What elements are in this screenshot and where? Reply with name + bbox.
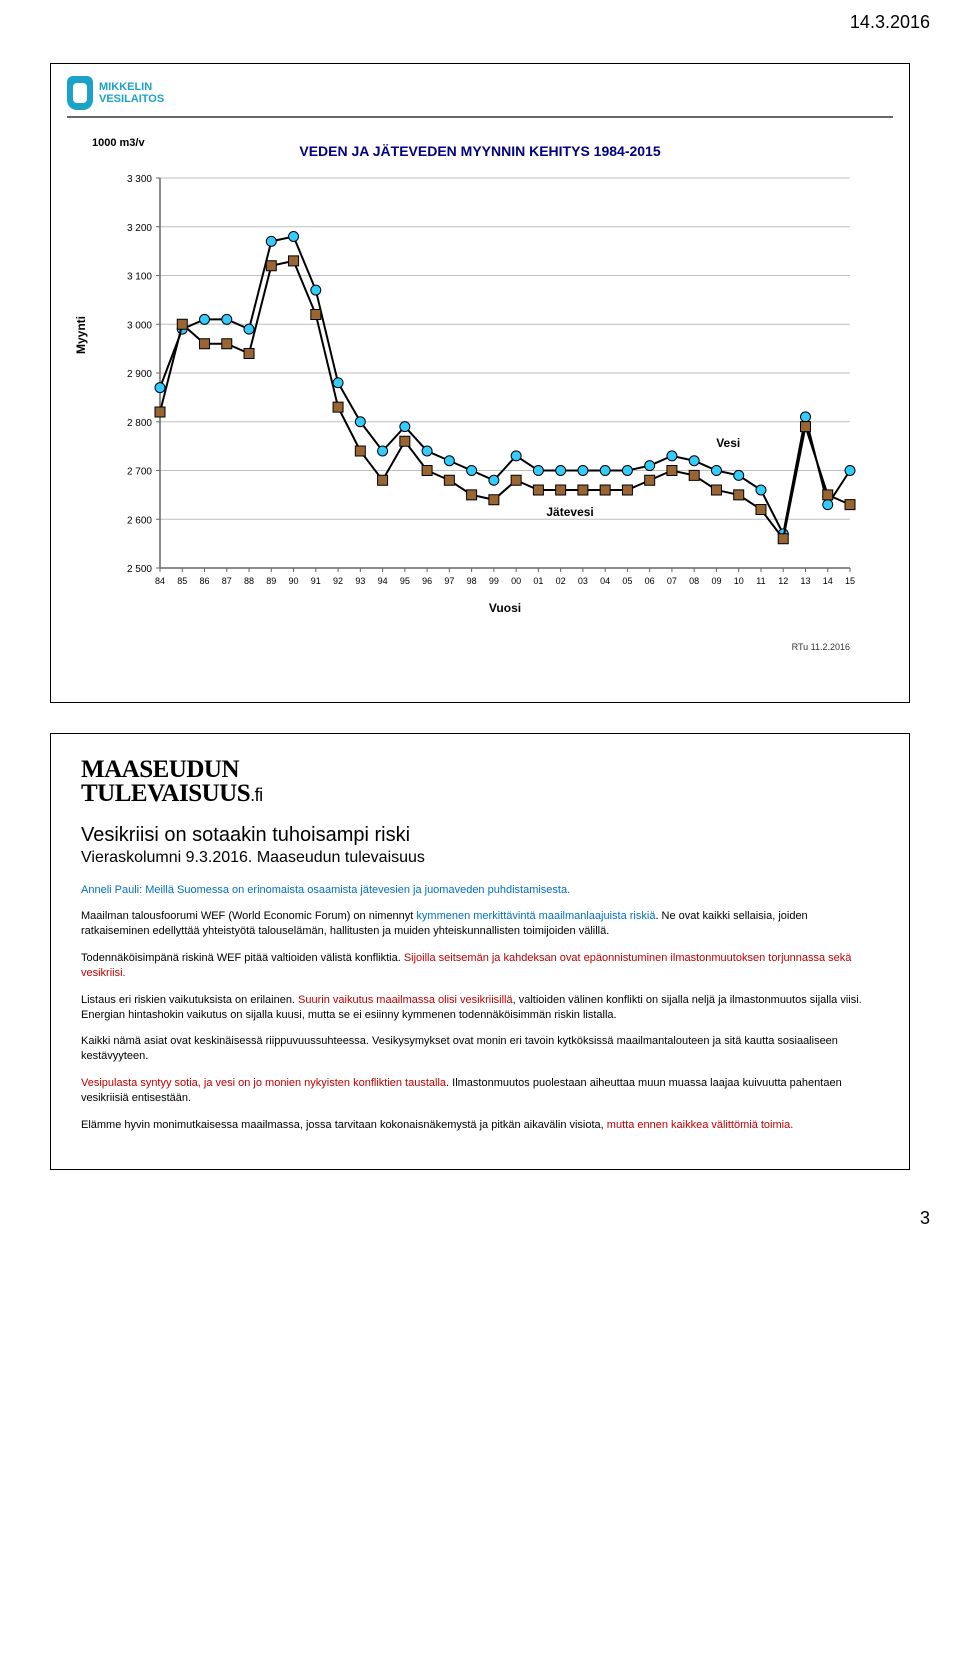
divider [67,116,893,118]
svg-text:89: 89 [266,576,276,586]
svg-text:05: 05 [622,576,632,586]
svg-text:3 200: 3 200 [127,223,152,234]
svg-text:3 300: 3 300 [127,174,152,185]
svg-text:10: 10 [734,576,744,586]
vesilaitos-logo: MIKKELIN VESILAITOS [67,76,893,110]
mt-logo-suffix: .fi [250,785,263,805]
svg-text:02: 02 [556,576,566,586]
paragraph-5: Kaikki nämä asiat ovat keskinäisessä rii… [81,1034,879,1064]
svg-text:96: 96 [422,576,432,586]
svg-text:90: 90 [289,576,299,586]
svg-text:84: 84 [155,576,165,586]
svg-text:97: 97 [444,576,454,586]
chart-attribution: RTu 11.2.2016 [792,642,850,652]
p2-a: Maailman talousfoorumi WEF (World Econom… [81,910,416,922]
logo-line-1: MIKKELIN [99,81,164,93]
svg-text:91: 91 [311,576,321,586]
svg-text:87: 87 [222,576,232,586]
svg-text:Vesi: Vesi [716,436,740,450]
svg-text:03: 03 [578,576,588,586]
paragraph-4: Listaus eri riskien vaikutuksista on eri… [81,993,879,1023]
svg-text:94: 94 [378,576,388,586]
svg-text:06: 06 [645,576,655,586]
sales-chart: 1000 m3/v VEDEN JA JÄTEVEDEN MYYNNIN KEHI… [90,128,870,648]
p7-b: mutta ennen kaikkea välittömiä toimia. [607,1119,793,1131]
p6-a: Vesipulasta syntyy sotia, ja vesi on jo … [81,1077,446,1089]
paragraph-7: Elämme hyvin monimutkaisessa maailmassa,… [81,1118,879,1133]
p3-a: Todennäköisimpänä riskinä WEF pitää valt… [81,952,404,964]
paragraph-3: Todennäköisimpänä riskinä WEF pitää valt… [81,951,879,981]
svg-text:1000 m3/v: 1000 m3/v [92,137,145,149]
svg-text:2 500: 2 500 [127,564,152,575]
svg-text:2 800: 2 800 [127,418,152,429]
svg-text:VEDEN JA JÄTEVEDEN MYYNNIN KEH: VEDEN JA JÄTEVEDEN MYYNNIN KEHITYS 1984-… [299,143,660,159]
paragraph-2: Maailman talousfoorumi WEF (World Econom… [81,909,879,939]
svg-text:07: 07 [667,576,677,586]
svg-text:14: 14 [823,576,833,586]
droplet-icon [67,76,93,110]
svg-text:95: 95 [400,576,410,586]
svg-text:85: 85 [177,576,187,586]
svg-text:98: 98 [467,576,477,586]
svg-text:15: 15 [845,576,855,586]
svg-text:93: 93 [355,576,365,586]
p4-b: Suurin vaikutus maailmassa olisi vesikri… [298,994,513,1006]
svg-text:99: 99 [489,576,499,586]
svg-text:3 000: 3 000 [127,320,152,331]
svg-text:86: 86 [200,576,210,586]
svg-text:09: 09 [711,576,721,586]
svg-text:13: 13 [800,576,810,586]
svg-text:00: 00 [511,576,521,586]
page-number: 3 [0,1200,960,1249]
slide-chart: MIKKELIN VESILAITOS 1000 m3/v VEDEN JA JÄ… [50,63,910,703]
svg-text:Jätevesi: Jätevesi [546,505,593,519]
maaseudun-logo: MAASEUDUN TULEVAISUUS.fi [81,758,879,806]
svg-text:01: 01 [533,576,543,586]
svg-text:88: 88 [244,576,254,586]
mt-logo-line2: TULEVAISUUS [81,780,250,807]
paragraph-1: Anneli Pauli: Meillä Suomessa on erinoma… [81,883,879,898]
slide-article: MAASEUDUN TULEVAISUUS.fi Vesikriisi on s… [50,733,910,1170]
svg-text:3 100: 3 100 [127,272,152,283]
p2-b: kymmenen merkittävintä maailmanlaajuista… [416,910,655,922]
svg-text:12: 12 [778,576,788,586]
svg-text:2 600: 2 600 [127,515,152,526]
logo-line-2: VESILAITOS [99,93,164,105]
page-date: 14.3.2016 [0,0,960,33]
svg-text:04: 04 [600,576,610,586]
svg-text:Vuosi: Vuosi [489,601,521,615]
article-subhead: Vieraskolumni 9.3.2016. Maaseudun tuleva… [81,849,879,867]
svg-text:2 900: 2 900 [127,369,152,380]
svg-text:11: 11 [756,576,765,586]
chart-y-axis-label: Myynti [74,316,88,354]
p4-a: Listaus eri riskien vaikutuksista on eri… [81,994,298,1006]
paragraph-6: Vesipulasta syntyy sotia, ja vesi on jo … [81,1076,879,1106]
article-headline: Vesikriisi on sotaakin tuhoisampi riski [81,824,879,847]
svg-text:2 700: 2 700 [127,467,152,478]
svg-text:92: 92 [333,576,343,586]
p1-highlight: Anneli Pauli: Meillä Suomessa on erinoma… [81,884,570,896]
svg-text:08: 08 [689,576,699,586]
p7-a: Elämme hyvin monimutkaisessa maailmassa,… [81,1119,607,1131]
